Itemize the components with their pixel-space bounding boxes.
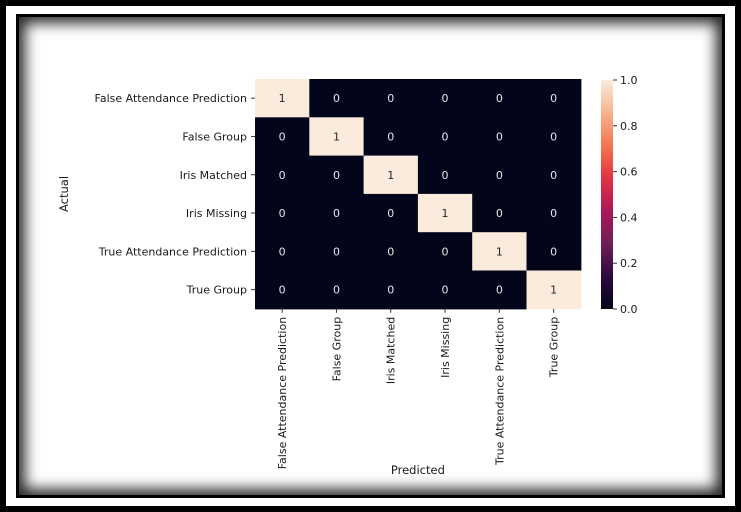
heatmap-cells: 1 0 0 0 0 0 0 1 0 0 0 0 0 0 1 0 0 0 0 0 0 1 0 0 0 0 0 0 1 0 0 0 0 0 0 1 [255, 79, 582, 310]
cell-value-label: 0 [279, 284, 286, 297]
heatmap-cell [417, 155, 473, 195]
x-tick-label: Iris Missing [439, 317, 452, 378]
cell-value-label: 0 [442, 169, 449, 182]
heatmap-cell [309, 193, 365, 233]
heatmap-cell [472, 270, 528, 310]
cell-value-label: 0 [496, 284, 503, 297]
heatmap-cell [526, 270, 582, 310]
y-axis-title: Actual [57, 176, 71, 212]
cell-value-label: 1 [442, 207, 449, 220]
cell-value-label: 0 [442, 245, 449, 258]
cell-value-label: 0 [496, 92, 503, 105]
cell-value-label: 0 [333, 92, 340, 105]
cell-value-label: 1 [550, 284, 557, 297]
colorbar-tick-label: 0.6 [620, 166, 638, 179]
cell-value-label: 0 [387, 284, 394, 297]
heatmap-cell [255, 270, 310, 310]
cell-value-label: 0 [387, 207, 394, 220]
cell-value-label: 0 [333, 207, 340, 220]
x-tick-label: True Group [548, 317, 561, 378]
cell-value-label: 0 [442, 92, 449, 105]
heatmap-cell [472, 117, 528, 157]
cell-value-label: 0 [333, 284, 340, 297]
heatmap-cell [363, 232, 419, 272]
heatmap-cell [255, 117, 310, 157]
cell-value-label: 1 [496, 245, 503, 258]
heatmap-cell [309, 232, 365, 272]
heatmap-cell [363, 270, 419, 310]
cell-value-label: 1 [387, 169, 394, 182]
cell-value-label: 0 [550, 245, 557, 258]
cell-value-label: 0 [550, 92, 557, 105]
y-tick-label: Iris Matched [180, 169, 247, 182]
heatmap-cell [417, 270, 473, 310]
cell-value-label: 0 [387, 130, 394, 143]
colorbar-tick-label: 0.4 [620, 211, 638, 224]
heatmap-cell [472, 193, 528, 233]
cell-value-label: 0 [387, 92, 394, 105]
heatmap-cell [255, 79, 310, 118]
heatmap-cell [417, 232, 473, 272]
cell-value-label: 0 [279, 245, 286, 258]
heatmap-cell [363, 117, 419, 157]
x-tick-label: True Attendance Prediction [493, 317, 506, 466]
cell-value-label: 0 [550, 207, 557, 220]
cell-value-label: 0 [496, 130, 503, 143]
heatmap-cell [417, 79, 473, 118]
cell-value-label: 0 [442, 130, 449, 143]
x-axis-title: Predicted [391, 463, 445, 477]
heatmap-cell [363, 155, 419, 195]
heatmap-cell [309, 155, 365, 195]
cell-value-label: 0 [387, 245, 394, 258]
heatmap-cell [309, 79, 365, 118]
cell-value-label: 0 [333, 169, 340, 182]
x-tick-label: False Group [330, 317, 343, 382]
cell-value-label: 1 [333, 130, 340, 143]
heatmap-cell [472, 79, 528, 118]
heatmap-cell [363, 193, 419, 233]
y-tick-label: True Attendance Prediction [98, 245, 247, 258]
heatmap-cell [472, 155, 528, 195]
x-tick-labels: False Attendance Prediction False Group Ir… [276, 308, 561, 469]
heatmap-cell [472, 232, 528, 272]
cell-value-label: 0 [279, 169, 286, 182]
cell-value-label: 0 [279, 207, 286, 220]
cell-value-label: 0 [279, 130, 286, 143]
x-tick-label: False Attendance Prediction [276, 317, 289, 469]
cell-value-label: 0 [550, 130, 557, 143]
cell-value-label: 0 [333, 245, 340, 258]
colorbar [601, 80, 613, 309]
cell-value-label: 0 [550, 169, 557, 182]
y-tick-labels: False Attendance Prediction False Group Ir… [95, 92, 255, 297]
cell-value-label: 0 [496, 169, 503, 182]
colorbar-ticks: 0.0 0.2 0.4 0.6 0.8 1.0 [613, 74, 638, 316]
heatmap-cell [255, 232, 310, 272]
heatmap-cell [526, 155, 582, 195]
heatmap-cell [417, 193, 473, 233]
heatmap-cell [255, 193, 310, 233]
heatmap-cell [363, 79, 419, 118]
heatmap-cell [417, 117, 473, 157]
y-tick-label: True Group [186, 284, 247, 297]
cell-value-label: 0 [496, 207, 503, 220]
colorbar-tick-label: 0.8 [620, 120, 638, 133]
heatmap-cell [255, 155, 310, 195]
heatmap-cell [309, 270, 365, 310]
cell-value-label: 1 [279, 92, 286, 105]
colorbar-tick-label: 0.2 [620, 257, 638, 270]
heatmap-cell [526, 79, 582, 118]
colorbar-tick-label: 1.0 [620, 74, 638, 87]
y-tick-label: False Group [182, 130, 247, 143]
x-tick-label: Iris Matched [385, 317, 398, 384]
colorbar-tick-label: 0.0 [620, 303, 638, 316]
y-tick-label: False Attendance Prediction [95, 92, 247, 105]
heatmap-cell [526, 117, 582, 157]
y-tick-label: Iris Missing [186, 207, 247, 220]
cell-value-label: 0 [442, 284, 449, 297]
heatmap-cell [526, 232, 582, 272]
heatmap-cell [309, 117, 365, 157]
heatmap-cell [526, 193, 582, 233]
